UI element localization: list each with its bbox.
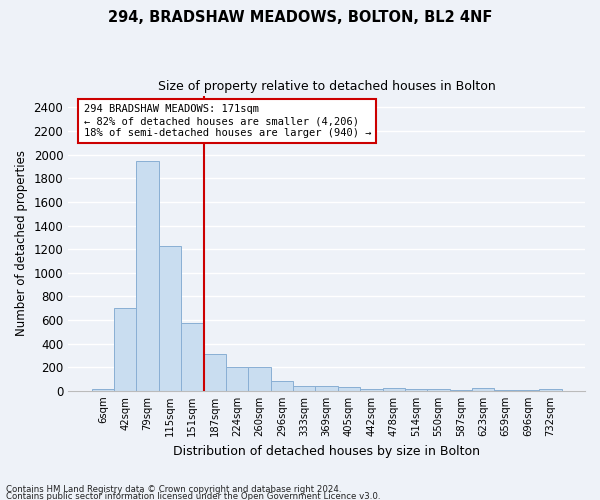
Bar (517, 390, 539, 391)
Bar (405, 388, 427, 391)
Bar (338, 387, 360, 391)
Bar (271, 382, 293, 391)
X-axis label: Distribution of detached houses by size in Bolton: Distribution of detached houses by size … (173, 444, 480, 458)
Bar (92, 389, 114, 391)
Bar (136, 160, 159, 391)
Bar (472, 388, 494, 391)
Y-axis label: Number of detached properties: Number of detached properties (15, 150, 28, 336)
Bar (449, 390, 472, 391)
Text: 294 BRADSHAW MEADOWS: 171sqm
← 82% of detached houses are smaller (4,206)
18% of: 294 BRADSHAW MEADOWS: 171sqm ← 82% of de… (83, 104, 371, 138)
Title: Size of property relative to detached houses in Bolton: Size of property relative to detached ho… (158, 80, 496, 93)
Bar (360, 388, 383, 391)
Bar (248, 366, 271, 391)
Bar (181, 323, 203, 391)
Bar (383, 388, 405, 391)
Bar (427, 388, 449, 391)
Text: Contains public sector information licensed under the Open Government Licence v3: Contains public sector information licen… (6, 492, 380, 500)
Bar (494, 390, 517, 391)
Bar (203, 354, 226, 391)
Bar (114, 308, 136, 391)
Bar (226, 366, 248, 391)
Bar (293, 386, 316, 391)
Bar (539, 389, 562, 391)
Bar (316, 386, 338, 391)
Bar (159, 246, 181, 391)
Text: 294, BRADSHAW MEADOWS, BOLTON, BL2 4NF: 294, BRADSHAW MEADOWS, BOLTON, BL2 4NF (108, 10, 492, 25)
Text: Contains HM Land Registry data © Crown copyright and database right 2024.: Contains HM Land Registry data © Crown c… (6, 486, 341, 494)
